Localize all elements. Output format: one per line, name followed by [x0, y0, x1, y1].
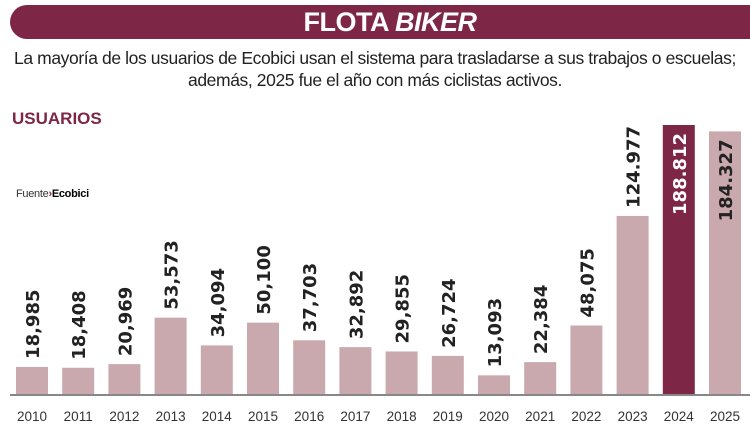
tick-label-2025: 2025 — [710, 409, 740, 424]
bar-2025 — [709, 131, 741, 394]
subtitle: La mayoría de los usuarios de Ecobici us… — [14, 48, 736, 90]
bar-2021 — [524, 362, 557, 394]
tick-label-2016: 2016 — [294, 409, 324, 424]
bar-2022 — [570, 325, 603, 394]
title-plain: FLOTA — [303, 7, 388, 37]
tick-label-2021: 2021 — [525, 409, 555, 424]
source-label: Fuente — [16, 188, 49, 200]
title-banner: FLOTA BIKER — [10, 5, 750, 39]
tick-label-2012: 2012 — [109, 409, 139, 424]
tick-label-2010: 2010 — [17, 409, 47, 424]
bar-2011 — [62, 367, 95, 394]
tick-label-2014: 2014 — [202, 409, 233, 424]
data-label-2010: 18,985 — [23, 289, 44, 358]
tick-label-2024: 2024 — [664, 409, 695, 424]
bar-2010 — [16, 366, 48, 394]
bar-2017 — [339, 347, 372, 394]
source-note: Fuente›Ecobici — [16, 188, 89, 200]
tick-label-2023: 2023 — [618, 409, 648, 424]
data-label-2020: 13,093 — [485, 298, 506, 367]
data-label-2016: 37,703 — [300, 263, 321, 332]
data-label-2019: 26,724 — [439, 278, 460, 347]
data-label-2023: 124.977 — [624, 126, 645, 208]
bar-2020 — [478, 375, 510, 394]
data-label-2013: 53,573 — [162, 240, 183, 309]
bar-2012 — [108, 364, 141, 394]
bar-2023 — [616, 215, 649, 394]
tick-label-2022: 2022 — [571, 409, 601, 424]
data-label-2017: 32,892 — [346, 270, 367, 339]
source-name: Ecobici — [51, 188, 89, 200]
bar-2019 — [431, 355, 464, 394]
bar-2018 — [385, 351, 418, 394]
bar-2016 — [293, 340, 326, 394]
tick-label-2020: 2020 — [479, 409, 509, 424]
tick-label-2017: 2017 — [340, 409, 370, 424]
data-label-2012: 20,969 — [115, 287, 136, 356]
chevron-right-icon: › — [48, 188, 52, 200]
tick-label-2019: 2019 — [433, 409, 463, 424]
data-label-2022: 48,075 — [577, 248, 598, 317]
title-italic: BIKER — [394, 7, 477, 37]
data-label-2015: 50,100 — [254, 245, 275, 314]
tick-label-2018: 2018 — [387, 409, 417, 424]
data-label-2025: 184.327 — [716, 139, 737, 221]
data-label-2024: 188.812 — [670, 133, 691, 215]
data-label-2018: 29,855 — [393, 274, 414, 343]
bar-2015 — [247, 322, 279, 394]
data-label-2021: 22,384 — [531, 285, 552, 354]
bar-2024 — [662, 125, 695, 394]
y-axis-label: USUARIOS — [12, 109, 102, 128]
tick-label-2015: 2015 — [248, 409, 278, 424]
bar-2014 — [200, 345, 233, 394]
tick-label-2011: 2011 — [64, 409, 93, 424]
data-label-2011: 18,408 — [69, 290, 90, 359]
data-label-2014: 34,094 — [208, 268, 229, 337]
tick-label-2013: 2013 — [156, 409, 186, 424]
bar-2013 — [154, 317, 187, 394]
